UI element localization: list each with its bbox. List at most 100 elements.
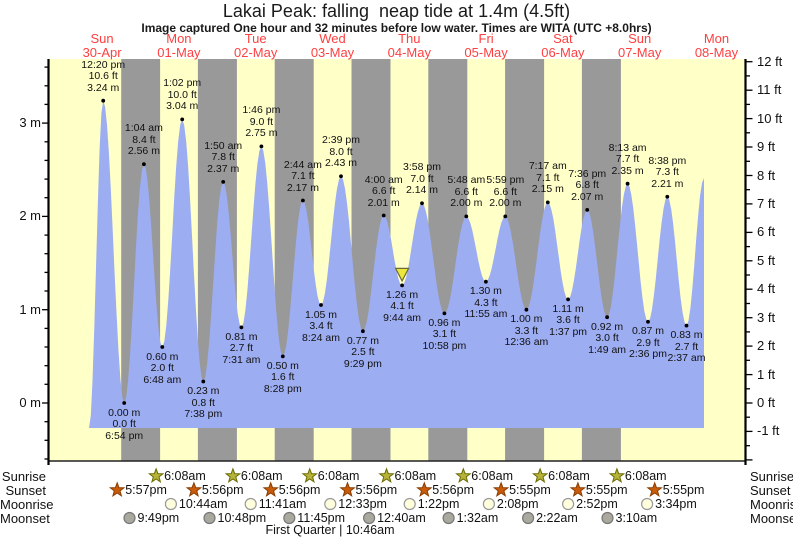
tide-extreme-dot bbox=[259, 144, 264, 149]
sunset-time: 5:56pm bbox=[201, 483, 244, 497]
right-axis-tick-label: 0 ft bbox=[757, 395, 776, 410]
right-axis-tick-label: 10 ft bbox=[757, 110, 783, 126]
tide-extreme-dot bbox=[442, 311, 447, 316]
sunset-time: 5:56pm bbox=[278, 483, 321, 497]
high-tide-label: 3:58 pm 7.0 ft 2.14 m bbox=[403, 161, 441, 197]
low-tide-label: 0.00 m 0.0 ft 6:54 pm bbox=[105, 406, 144, 442]
tide-extreme-dot bbox=[503, 214, 508, 219]
low-tide-label: 1.05 m 3.4 ft 8:24 am bbox=[302, 308, 340, 344]
tide-extreme-dot bbox=[605, 315, 609, 320]
moonset-circle-icon bbox=[601, 511, 614, 525]
tide-area bbox=[89, 100, 704, 428]
sunset-row-label-right: Sunset bbox=[750, 483, 791, 498]
high-tide-label: 1:50 am 7.8 ft 2.37 m bbox=[204, 139, 243, 175]
moonset-time: 11:45pm bbox=[297, 511, 346, 525]
tide-extreme-dot bbox=[625, 181, 630, 186]
moonrise-time: 2:08pm bbox=[496, 497, 539, 511]
tide-extreme-dot bbox=[484, 279, 488, 284]
right-axis-tick-label: 6 ft bbox=[757, 224, 776, 240]
tide-extreme-dot bbox=[122, 401, 127, 405]
page-subtitle: Image captured One hour and 32 minutes b… bbox=[141, 21, 652, 35]
day-label: Sun 07-May bbox=[618, 31, 662, 60]
moonrise-circle-icon bbox=[561, 497, 575, 511]
sunrise-time: 6:08am bbox=[548, 469, 590, 483]
day-label: Thu 04-May bbox=[387, 31, 431, 60]
sunset-time: 5:55pm bbox=[585, 483, 628, 497]
sunset-star-icon bbox=[108, 481, 126, 497]
current-position-marker-icon bbox=[394, 267, 410, 283]
moonrise-time: 2:52pm bbox=[576, 497, 618, 511]
sunset-time: 5:56pm bbox=[355, 483, 398, 497]
sunset-star-icon bbox=[262, 481, 279, 497]
sunrise-time: 6:08am bbox=[317, 469, 360, 483]
sunset-star-icon bbox=[569, 481, 587, 497]
high-tide-label: 12:20 pm 10.6 ft 3.24 m bbox=[81, 58, 126, 94]
moonset-circle-icon bbox=[283, 511, 296, 525]
moonset-time: 2:22am bbox=[536, 511, 578, 525]
low-tide-label: 0.81 m 2.7 ft 7:31 am bbox=[222, 330, 261, 366]
sunrise-time: 6:08am bbox=[624, 469, 667, 483]
left-axis-tick-label: 0 m bbox=[19, 395, 41, 410]
tide-extreme-dot bbox=[524, 307, 529, 312]
moonrise-circle-icon bbox=[244, 497, 257, 511]
sunrise-time: 6:08am bbox=[164, 469, 206, 483]
right-axis-tick-label: 12 ft bbox=[757, 53, 783, 69]
moonset-row-label-left: Moonset bbox=[0, 511, 50, 526]
high-tide-label: 4:00 am 6.6 ft 2.01 m bbox=[364, 173, 403, 209]
tide-extreme-dot bbox=[180, 117, 185, 122]
tide-extreme-dot bbox=[301, 198, 305, 203]
high-tide-label: 2:44 am 7.1 ft 2.17 m bbox=[283, 158, 322, 194]
right-axis-tick-label: 7 ft bbox=[757, 195, 776, 211]
sunset-star-icon bbox=[492, 481, 510, 497]
moonrise-time: 1:22pm bbox=[417, 497, 460, 511]
sunset-star-icon bbox=[416, 481, 433, 497]
moonrise-circle-icon bbox=[324, 497, 337, 511]
day-label: Sat 06-May bbox=[541, 31, 585, 60]
moonrise-row-label-right: Moonrise bbox=[750, 497, 793, 512]
day-label: Tue 02-May bbox=[234, 31, 278, 60]
day-label: Mon 08-May bbox=[694, 31, 739, 60]
high-tide-label: 1:04 am 8.4 ft 2.56 m bbox=[124, 122, 163, 158]
moonrise-time: 3:34pm bbox=[655, 497, 697, 511]
moonset-time: 12:40am bbox=[377, 511, 426, 525]
sunrise-time: 6:08am bbox=[240, 469, 283, 483]
low-tide-label: 1.30 m 4.3 ft 11:55 am bbox=[464, 285, 508, 321]
moonset-row-label-right: Moonset bbox=[750, 511, 793, 526]
moonset-time: 9:49pm bbox=[137, 511, 180, 525]
moonset-time: 3:10am bbox=[615, 511, 658, 525]
moon-phase-footer: First Quarter | 10:46am bbox=[265, 523, 395, 537]
tide-extreme-dot bbox=[585, 208, 590, 212]
tide-extreme-dot bbox=[665, 194, 670, 199]
sunset-time: 5:55pm bbox=[662, 483, 705, 497]
sunrise-star-icon bbox=[224, 467, 242, 483]
right-axis-tick-label: 2 ft bbox=[757, 338, 776, 354]
moonset-circle-icon bbox=[203, 511, 216, 525]
day-label: Fri 05-May bbox=[464, 31, 508, 60]
tide-extreme-dot bbox=[566, 297, 570, 302]
right-axis-tick-label: 3 ft bbox=[757, 309, 776, 325]
moonset-circle-icon bbox=[363, 511, 376, 525]
low-tide-label: 0.23 m 0.8 ft 7:38 pm bbox=[184, 385, 223, 420]
moonrise-circle-icon bbox=[640, 497, 654, 511]
low-tide-label: 0.83 m 2.7 ft 2:37 am bbox=[667, 329, 706, 365]
tide-extreme-dot bbox=[545, 200, 550, 205]
tide-extreme-dot bbox=[101, 98, 106, 103]
tide-extreme-dot bbox=[160, 345, 165, 349]
sunset-star-icon bbox=[339, 481, 356, 497]
right-axis-tick-label: 4 ft bbox=[757, 281, 776, 297]
tide-extreme-dot bbox=[339, 174, 343, 179]
moonset-time: 1:32am bbox=[456, 511, 499, 525]
right-axis-tick-label: 9 ft bbox=[757, 139, 776, 154]
tide-extreme-dot bbox=[319, 303, 323, 307]
sunrise-star-icon bbox=[378, 467, 395, 483]
high-tide-label: 7:17 am 7.1 ft 2.15 m bbox=[528, 160, 567, 196]
sunrise-star-icon bbox=[301, 467, 318, 483]
moonrise-circle-icon bbox=[482, 497, 495, 511]
sunrise-star-icon bbox=[531, 467, 549, 483]
sunset-star-icon bbox=[185, 481, 203, 497]
sunrise-row-label-right: Sunrise bbox=[750, 469, 793, 484]
low-tide-label: 1.11 m 3.6 ft 1:37 pm bbox=[549, 302, 588, 338]
tide-extreme-dot bbox=[239, 325, 244, 330]
